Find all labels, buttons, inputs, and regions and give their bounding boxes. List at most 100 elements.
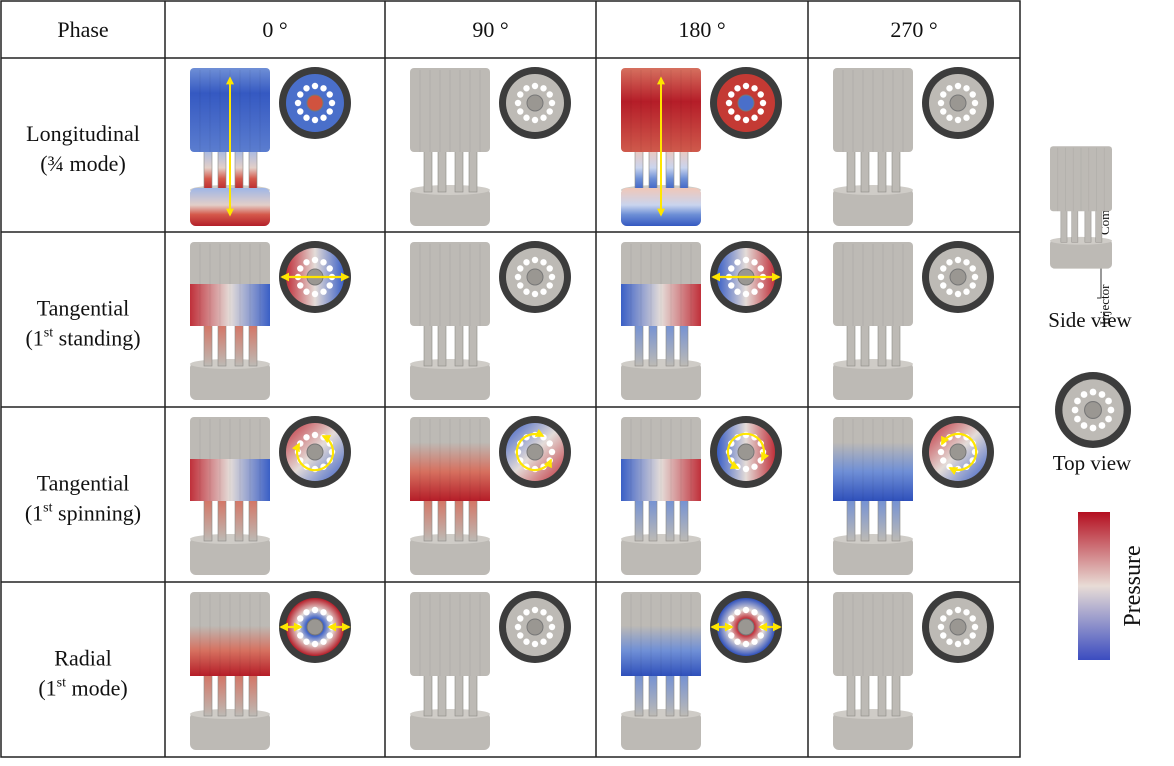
hole [297,615,303,621]
hole [297,91,303,97]
rod [680,148,688,192]
hole [940,615,946,621]
hole [743,641,749,647]
rod [438,322,446,366]
hole [946,289,952,295]
base-top [1050,237,1112,245]
rod [424,672,432,716]
hole [320,115,326,121]
hole [540,609,546,615]
hole [1090,425,1097,432]
subtitle-part: spinning) [53,501,142,526]
hole [547,632,553,638]
header-phase-angle: 0 ° [262,17,287,42]
hole [517,615,523,621]
subtitle-part: standing) [53,326,140,351]
hole [955,257,961,263]
hole [734,289,740,295]
base-top [190,709,270,719]
superscript: st [57,676,66,691]
top-view [922,591,994,663]
hole [1099,422,1106,429]
hole [540,115,546,121]
hole [940,282,946,288]
hole [532,257,538,263]
hole [1072,407,1079,414]
figure: Phase Combustor Injector Side view Top v… [0,0,1174,761]
top-view [499,241,571,313]
rod [204,148,212,192]
center [1085,402,1102,419]
rod [424,148,432,192]
hole [312,641,318,647]
subtitle-part: (1 [25,501,43,526]
hole [515,274,521,280]
rod [635,148,643,192]
top-view [922,241,994,313]
rod [1072,208,1078,242]
hole [938,449,944,455]
hole [955,607,961,613]
center [738,619,754,635]
header-phase-angle: 90 ° [472,17,508,42]
hole [940,457,946,463]
rod [847,322,855,366]
hole [327,282,333,288]
row-title: Longitudinal [26,121,140,146]
hole [297,108,303,114]
hole [760,100,766,106]
hole [946,85,952,91]
rod [649,322,657,366]
legend-top-view: Top view [1053,451,1132,475]
row-title: Radial [54,646,111,671]
hole [972,100,978,106]
header-phase: Phase [57,17,108,42]
hole [523,115,529,121]
top-view [710,241,782,313]
top-view [1055,372,1131,448]
top-view [922,67,994,139]
center [307,619,323,635]
hole [963,609,969,615]
legend-pressure: Pressure [1120,545,1146,626]
hole [517,282,523,288]
hole [320,259,326,265]
hole [758,632,764,638]
rod [218,148,226,192]
hole [312,291,318,297]
hole [515,100,521,106]
hole [972,624,978,630]
rod [892,148,900,192]
hole [728,632,734,638]
base-top [410,185,490,195]
hole [743,607,749,613]
hole [938,624,944,630]
hole [303,115,309,121]
rod [249,497,257,541]
hole [758,282,764,288]
hole [955,117,961,123]
top-view [499,67,571,139]
header-phase-angle: 270 ° [890,17,937,42]
hole [329,100,335,106]
colorbar [1078,512,1110,660]
rod [666,672,674,716]
rod [204,322,212,366]
rod [861,322,869,366]
rod [1061,208,1067,242]
top-view [710,591,782,663]
hole [938,100,944,106]
hole [751,464,757,470]
hole [1074,416,1081,423]
hole [940,632,946,638]
side-view [190,417,270,575]
hole [532,117,538,123]
side-view [190,592,270,750]
hole [734,85,740,91]
top-view [710,67,782,139]
hole [547,615,553,621]
side-view [621,68,701,226]
row-subtitle: (1st spinning) [25,501,141,526]
hole [320,289,326,295]
hole [549,100,555,106]
